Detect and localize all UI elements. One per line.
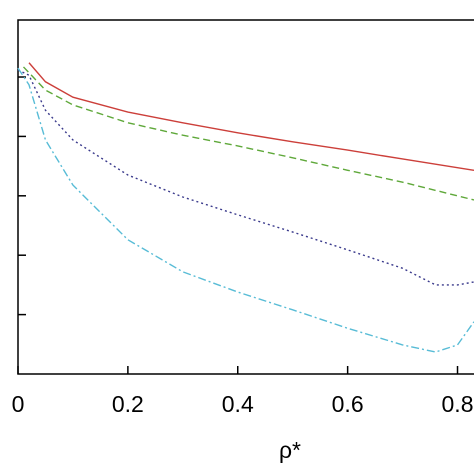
data-line <box>17 69 474 286</box>
plot-frame <box>17 19 474 375</box>
x-tick-label: 0.8 <box>442 391 474 417</box>
x-tick-label: 0.2 <box>112 391 144 417</box>
x-axis-title: ρ* <box>279 437 301 463</box>
x-tick-label: 0.4 <box>222 391 254 417</box>
data-line <box>17 67 474 353</box>
x-tick-label: 0.6 <box>332 391 364 417</box>
x-tick-label: 0 <box>12 391 25 417</box>
data-line <box>28 62 474 171</box>
data-line <box>22 66 474 201</box>
